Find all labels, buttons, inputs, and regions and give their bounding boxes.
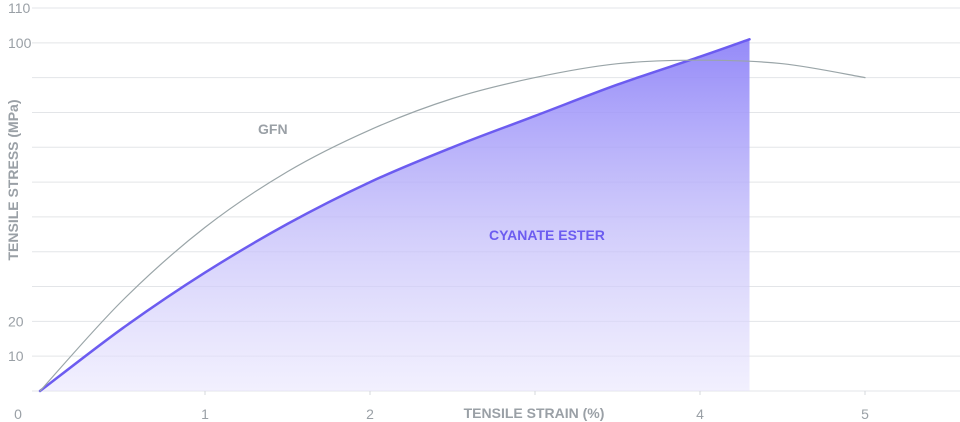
x-tick-label: 2: [366, 406, 374, 422]
area-layer: [40, 39, 750, 392]
y-tick-label: 20: [8, 313, 24, 329]
x-axis-title: TENSILE STRAIN (%): [464, 405, 605, 421]
x-tick-label: 4: [696, 406, 704, 422]
y-tick-label: 100: [8, 35, 32, 51]
series-label-gfn: GFN: [258, 121, 288, 137]
line-layer: [38, 38, 866, 393]
x-tick-label: 5: [861, 406, 869, 422]
x-tick-label: 0: [14, 406, 22, 422]
area-cyanate-ester: [40, 39, 750, 392]
y-axis-title: TENSILE STRESS (MPa): [5, 99, 21, 260]
series-label-cyanate-ester: CYANATE ESTER: [489, 227, 605, 243]
line-cyanate-ester: [38, 38, 751, 393]
y-tick-label: 10: [8, 348, 24, 364]
x-tick-label: 1: [201, 406, 209, 422]
line-gfn: [39, 59, 866, 392]
tick-labels: 10 20 100 110 0 1 2 4 5: [8, 0, 869, 422]
y-tick-label: 110: [8, 0, 31, 16]
